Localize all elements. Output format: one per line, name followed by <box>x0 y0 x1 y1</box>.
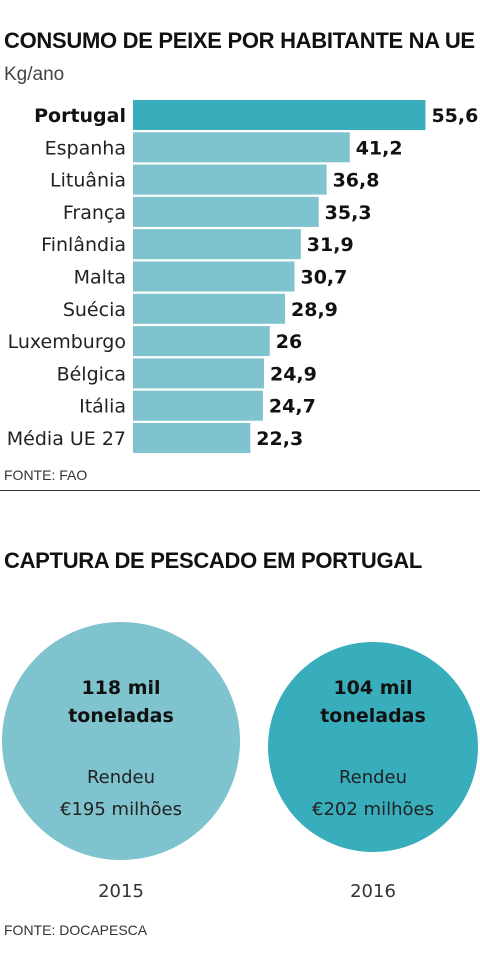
bar-3 <box>133 196 319 227</box>
circle-2015: 118 mil toneladas Rendeu €195 milhões <box>2 622 240 860</box>
revenue-2016: Rendeu €202 milhões <box>268 762 478 826</box>
value-label-1: 41,2 <box>356 137 403 159</box>
revenue-2016-line1: Rendeu <box>338 767 408 788</box>
category-label-7: Luxemburgo <box>8 331 126 353</box>
category-label-5: Malta <box>74 267 126 289</box>
circle-2016: 104 mil toneladas Rendeu €202 milhões <box>268 642 478 852</box>
value-label-3: 35,3 <box>325 202 372 224</box>
bar-9 <box>133 390 263 421</box>
value-label-4: 31,9 <box>307 234 354 256</box>
capture-title: CAPTURA DE PESCADO EM PORTUGAL <box>4 548 422 573</box>
section-divider <box>0 490 480 491</box>
year-2015: 2015 <box>98 881 144 902</box>
amount-2015: 118 mil toneladas <box>2 674 240 730</box>
bar-1 <box>133 132 350 163</box>
value-label-2: 36,8 <box>333 170 380 192</box>
bar-0 <box>133 100 426 130</box>
category-label-2: Lituânia <box>50 170 126 192</box>
category-label-10: Média UE 27 <box>7 428 126 450</box>
revenue-2016-line2: €202 milhões <box>312 799 434 820</box>
category-label-3: França <box>63 202 126 224</box>
bar-chart: Portugal 55,6 Espanha 41,2 Lituânia 36,8 Franç… <box>7 100 478 453</box>
category-label-1: Espanha <box>45 137 126 159</box>
chart-title: CONSUMO DE PEIXE POR HABITANTE NA UE <box>4 28 475 53</box>
bar-5 <box>133 261 295 292</box>
category-label-4: Finlândia <box>41 234 126 256</box>
bar-8 <box>133 358 264 389</box>
revenue-2015: Rendeu €195 milhões <box>2 762 240 826</box>
amount-2016: 104 mil toneladas <box>268 674 478 730</box>
source-fao: FONTE: FAO <box>4 467 88 483</box>
amount-2016-line2: toneladas <box>320 705 426 727</box>
bar-10 <box>133 423 251 453</box>
bar-7 <box>133 326 270 357</box>
amount-2016-line1: 104 mil <box>333 677 413 699</box>
value-label-10: 22,3 <box>256 428 303 450</box>
value-label-7: 26 <box>276 331 302 353</box>
unit-label: Kg/ano <box>4 64 65 85</box>
value-label-8: 24,9 <box>270 363 317 385</box>
bar-2 <box>133 164 327 195</box>
revenue-2015-line2: €195 milhões <box>60 799 182 820</box>
revenue-2015-line1: Rendeu <box>86 767 156 788</box>
value-label-0: 55,6 <box>431 105 478 127</box>
value-label-5: 30,7 <box>300 267 347 289</box>
bar-6 <box>133 293 286 324</box>
value-label-6: 28,9 <box>291 299 338 321</box>
amount-2015-line1: 118 mil <box>81 677 161 699</box>
category-label-0: Portugal <box>34 105 126 127</box>
bar-4 <box>133 229 301 260</box>
value-label-9: 24,7 <box>269 396 316 418</box>
category-label-8: Bélgica <box>57 363 126 385</box>
source-docapesca: FONTE: DOCAPESCA <box>4 922 148 938</box>
category-label-9: Itália <box>79 396 126 418</box>
category-label-6: Suécia <box>63 299 126 321</box>
year-2016: 2016 <box>350 881 396 902</box>
amount-2015-line2: toneladas <box>68 705 174 727</box>
